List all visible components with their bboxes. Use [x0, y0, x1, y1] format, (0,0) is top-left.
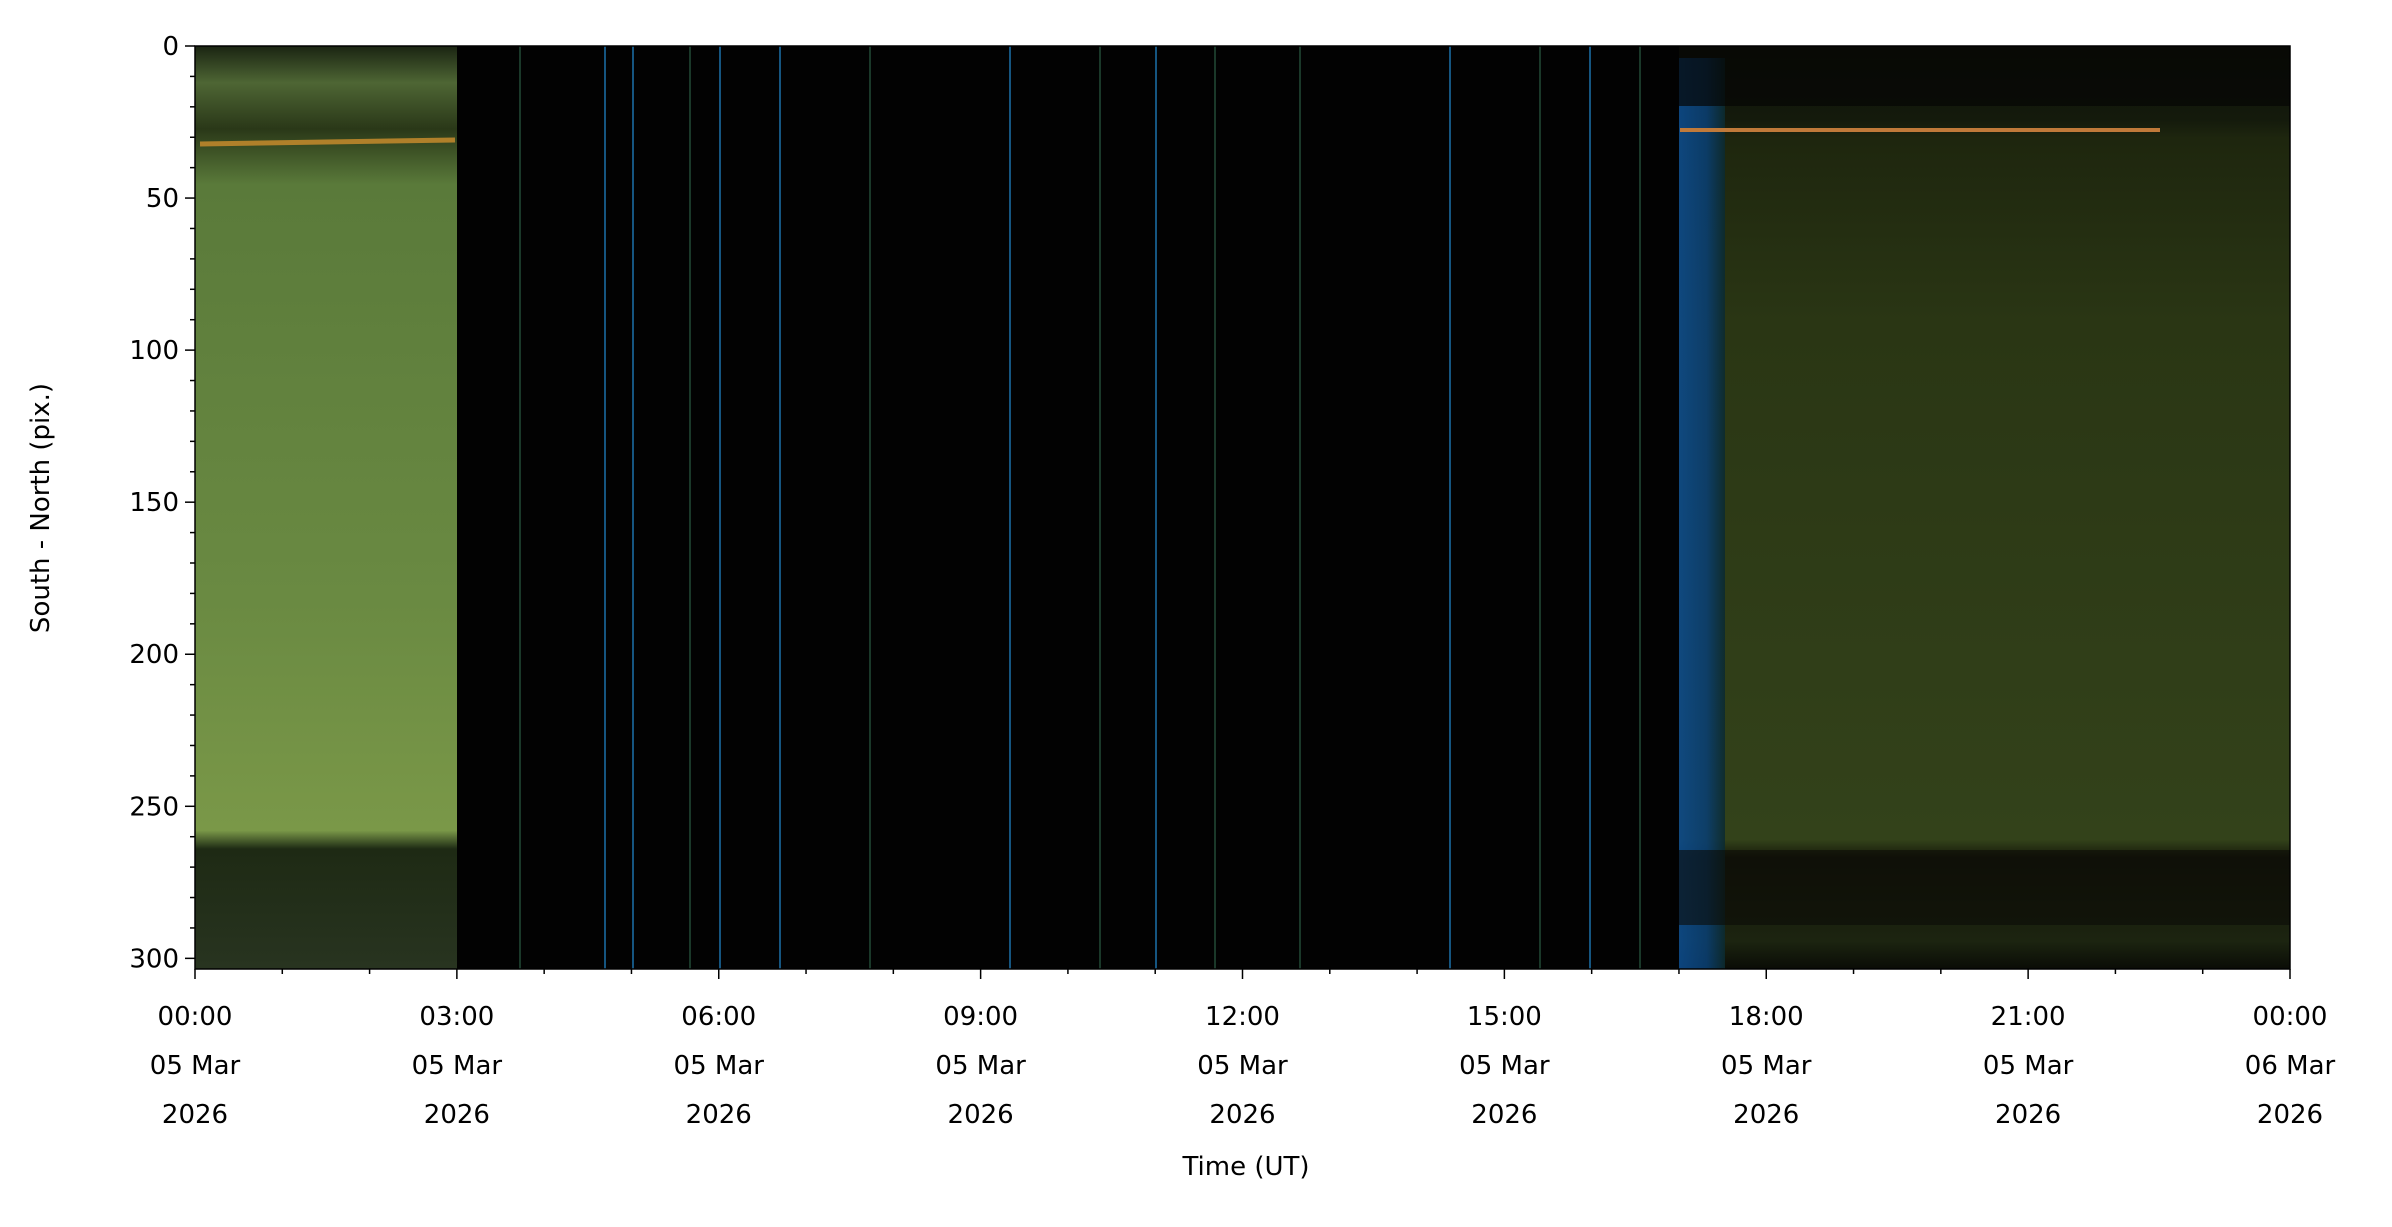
x-tick-label: 06:00 05 Mar 2026 — [674, 1002, 765, 1130]
x-tick-label: 18:00 05 Mar 2026 — [1721, 1002, 1812, 1130]
y-tick-label: 50 — [146, 184, 179, 214]
x-tick-label: 03:00 05 Mar 2026 — [412, 1002, 503, 1130]
y-axis-label: South - North (pix.) — [26, 383, 56, 633]
x-axis-label: Time (UT) — [1181, 1152, 1309, 1182]
y-tick-label: 100 — [129, 336, 179, 366]
y-tick-label: 250 — [129, 792, 179, 822]
y-tick-label: 300 — [129, 944, 179, 974]
x-tick-label: 00:00 06 Mar 2026 — [2245, 1002, 2336, 1130]
keogram-image — [195, 46, 2290, 969]
y-tick-label: 200 — [129, 640, 179, 670]
x-tick-label: 00:00 05 Mar 2026 — [150, 1002, 241, 1130]
x-tick-label: 09:00 05 Mar 2026 — [935, 1002, 1026, 1130]
x-tick-label: 15:00 05 Mar 2026 — [1459, 1002, 1550, 1130]
y-tick-label: 150 — [129, 488, 179, 518]
x-tick-label: 12:00 05 Mar 2026 — [1197, 1002, 1288, 1130]
y-tick-label: 0 — [162, 32, 179, 62]
x-tick-label: 21:00 05 Mar 2026 — [1983, 1002, 2074, 1130]
